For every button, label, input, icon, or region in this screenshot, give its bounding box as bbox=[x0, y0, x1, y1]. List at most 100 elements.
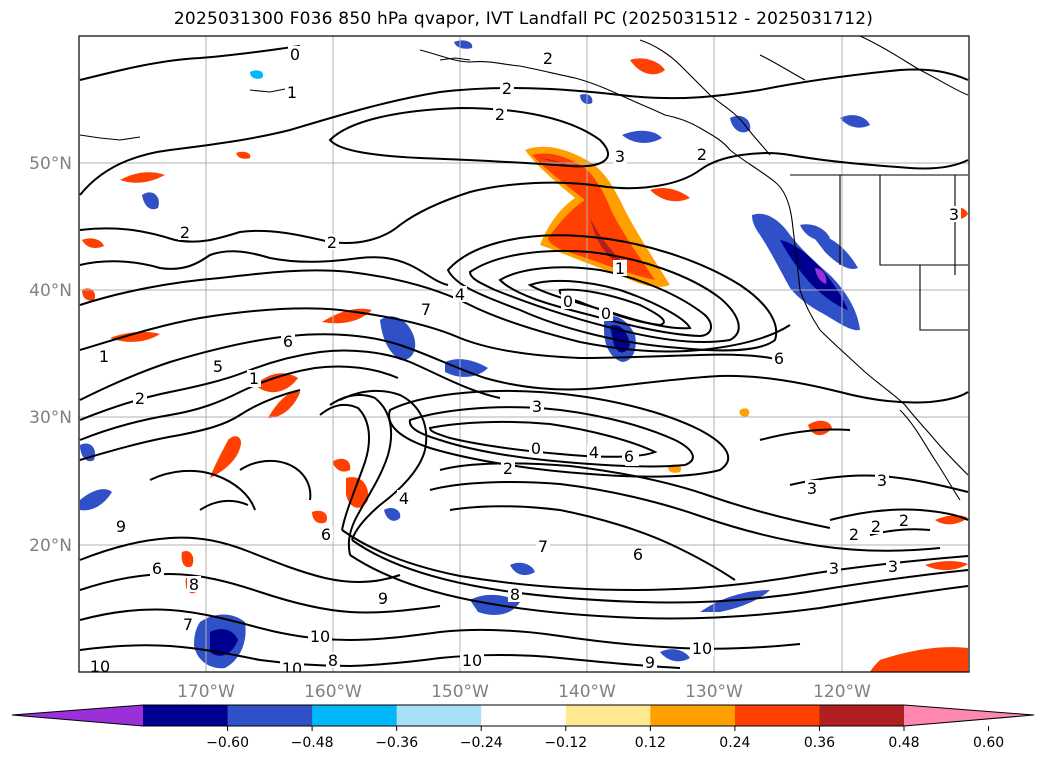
contour-label-bg bbox=[150, 560, 164, 576]
contour-label: 6 bbox=[624, 447, 634, 466]
latitude-labels: 50°N 40°N 30°N 20°N bbox=[29, 154, 72, 556]
contour-label: 2 bbox=[849, 525, 859, 544]
contour-label-bg bbox=[805, 480, 819, 496]
contour-label: 9 bbox=[378, 589, 388, 608]
contour-label: 0 bbox=[290, 45, 300, 64]
contour-label-bg bbox=[897, 512, 911, 528]
colorbar-outline bbox=[11, 704, 1035, 727]
contour-label-bg bbox=[326, 652, 340, 668]
lat-label-30: 30°N bbox=[29, 408, 72, 428]
contour-label-bg bbox=[613, 148, 627, 164]
contour-label-bg bbox=[530, 398, 544, 414]
contour-lines bbox=[79, 45, 969, 669]
contour-label-bg bbox=[187, 576, 201, 592]
contour-label-bg bbox=[114, 518, 128, 534]
colorbar-segment bbox=[565, 705, 651, 726]
contour-label-bg bbox=[599, 305, 613, 321]
contour-label-bg bbox=[613, 260, 627, 276]
contour-label-bg bbox=[288, 46, 302, 62]
colorbar-extend-low bbox=[12, 705, 143, 726]
colorbar-tick-label: −0.60 bbox=[206, 735, 249, 751]
contour-label: 2 bbox=[543, 49, 553, 68]
colorbar-segment bbox=[396, 705, 482, 726]
contour-label-bg bbox=[211, 358, 225, 374]
contour-label: 0 bbox=[563, 292, 573, 311]
colorbar: −0.60 −0.48 −0.36 −0.24 −0.12 0.12 0.24 0.36 0.4… bbox=[11, 704, 1035, 751]
lon-label-150w: 150°W bbox=[431, 682, 489, 702]
contour-label-bg bbox=[886, 558, 900, 574]
contour-label-bg bbox=[501, 460, 515, 476]
contour-label: 2 bbox=[327, 233, 337, 252]
contour-label-bg bbox=[690, 640, 714, 656]
contour-label: 0 bbox=[531, 439, 541, 458]
contour-label-bg bbox=[178, 224, 192, 240]
lon-label-170w: 170°W bbox=[177, 682, 235, 702]
contour-label-bg bbox=[88, 658, 112, 672]
contour-label-bg bbox=[376, 590, 390, 606]
contour-label: 4 bbox=[589, 443, 599, 462]
lon-label-120w: 120°W bbox=[813, 682, 871, 702]
contour-label: 9 bbox=[116, 517, 126, 536]
contour-label-bg bbox=[500, 80, 514, 96]
contour-label: 3 bbox=[615, 147, 625, 166]
contour-label: 7 bbox=[538, 537, 548, 556]
contour-label: 1 bbox=[615, 259, 625, 278]
colorbar-segment bbox=[312, 705, 398, 726]
contour-label: 6 bbox=[774, 349, 784, 368]
contour-label-bg bbox=[587, 444, 601, 460]
contour-label: 2 bbox=[135, 389, 145, 408]
lon-label-130w: 130°W bbox=[685, 682, 743, 702]
colorbar-tick-label: −0.36 bbox=[375, 735, 418, 751]
contour-labels: 0221232221004765112304632669476988710101… bbox=[88, 45, 961, 678]
contour-label: 8 bbox=[189, 575, 199, 594]
contour-label: 10 bbox=[462, 651, 482, 670]
colorbar-tick-label: −0.24 bbox=[460, 735, 503, 751]
contour-label-bg bbox=[325, 234, 339, 250]
contour-label: 9 bbox=[645, 653, 655, 672]
contour-label-bg bbox=[827, 560, 841, 576]
contour-label: 10 bbox=[282, 659, 302, 678]
contour-label: 0 bbox=[601, 304, 611, 323]
contour-label: 2 bbox=[180, 223, 190, 242]
lon-label-140w: 140°W bbox=[558, 682, 616, 702]
contour-label-bg bbox=[280, 660, 304, 672]
contour-label-bg bbox=[397, 490, 411, 506]
contour-label-bg bbox=[875, 472, 889, 488]
contour-label-bg bbox=[631, 546, 645, 562]
contour-label: 3 bbox=[829, 559, 839, 578]
contour-label-bg bbox=[285, 84, 299, 100]
contour-label: 10 bbox=[90, 657, 110, 676]
contour-label: 10 bbox=[310, 627, 330, 646]
colorbar-segment bbox=[481, 705, 567, 726]
colorbar-segment bbox=[819, 705, 905, 726]
contour-label-bg bbox=[536, 538, 550, 554]
contour-label: 2 bbox=[697, 145, 707, 164]
colorbar-tick-label: 0.12 bbox=[635, 735, 666, 751]
contour-label-bg bbox=[493, 106, 507, 122]
contour-label-bg bbox=[308, 628, 332, 644]
contour-label-bg bbox=[247, 370, 261, 386]
contour-label-bg bbox=[97, 348, 111, 364]
contour-label: 1 bbox=[287, 83, 297, 102]
contour-label: 10 bbox=[692, 639, 712, 658]
contour-label-bg bbox=[643, 654, 657, 670]
contour-label: 6 bbox=[633, 545, 643, 564]
contour-label: 3 bbox=[807, 479, 817, 498]
lon-label-160w: 160°W bbox=[304, 682, 362, 702]
contour-label-bg bbox=[181, 616, 195, 632]
colorbar-segment bbox=[143, 705, 229, 726]
colorbar-segment bbox=[227, 705, 313, 726]
contour-label: 5 bbox=[213, 357, 223, 376]
contour-label-bg bbox=[453, 286, 467, 302]
contour-label: 2 bbox=[899, 511, 909, 530]
contour-label: 2 bbox=[495, 105, 505, 124]
lat-label-20: 20°N bbox=[29, 536, 72, 556]
colorbar-tick-label: 0.48 bbox=[888, 735, 919, 751]
contour-label-bg bbox=[319, 526, 333, 542]
contour-label-bg bbox=[695, 146, 709, 162]
contour-label: 8 bbox=[328, 651, 338, 670]
contour-label-bg bbox=[541, 50, 555, 66]
contour-label: 6 bbox=[152, 559, 162, 578]
contour-label-bg bbox=[460, 652, 484, 668]
contour-label: 2 bbox=[503, 459, 513, 478]
